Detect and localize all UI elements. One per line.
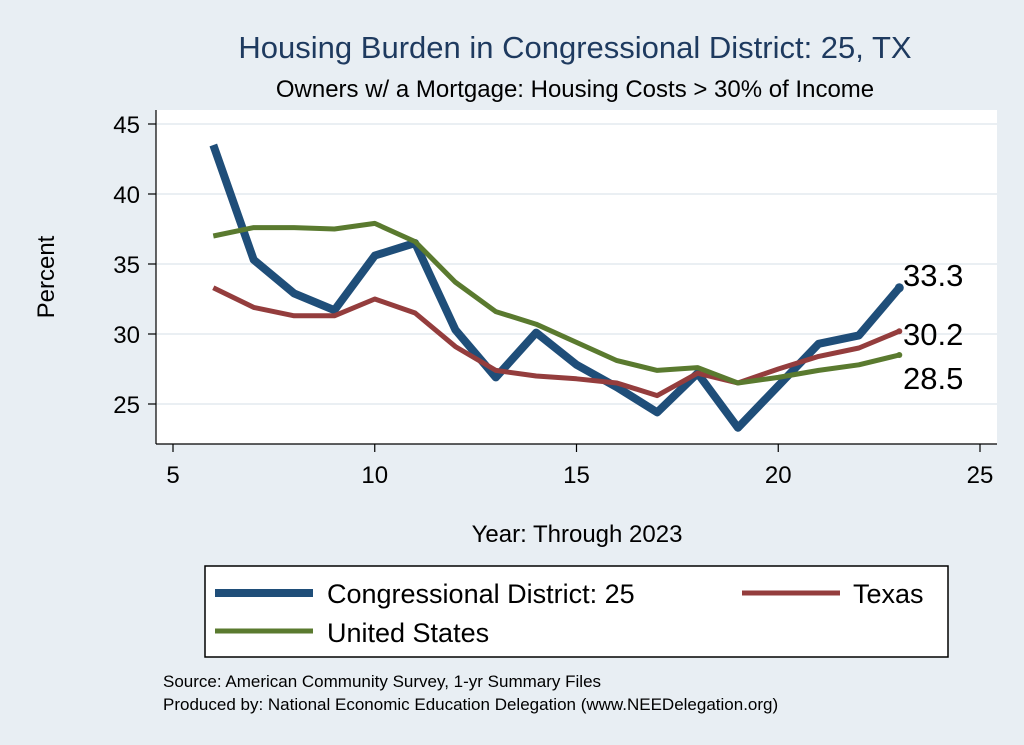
end-value-label: 30.2 — [903, 317, 963, 352]
legend-label-texas: Texas — [853, 579, 924, 609]
series-end-point — [896, 328, 903, 335]
series-lines — [209, 143, 904, 432]
series-line-united-states — [212, 220, 900, 386]
axes: 25 30 35 40 45 5 10 15 20 25 — [113, 110, 997, 489]
chart-title: Housing Burden in Congressional District… — [238, 30, 911, 65]
y-tick-label: 25 — [113, 392, 140, 419]
end-labels: 33.3 30.2 28.5 — [903, 258, 963, 396]
x-tick-label: 25 — [967, 462, 994, 489]
end-value-label: 28.5 — [903, 361, 963, 396]
series-end-point — [894, 283, 904, 293]
produced-by-note: Produced by: National Economic Education… — [163, 695, 778, 714]
x-tick-label: 10 — [361, 462, 388, 489]
x-axis-title: Year: Through 2023 — [472, 521, 683, 548]
y-tick-label: 40 — [113, 182, 140, 209]
x-tick-label: 20 — [765, 462, 792, 489]
legend: Congressional District: 25 Texas United … — [204, 565, 949, 658]
y-axis-title: Percent — [33, 235, 60, 318]
legend-label-district: Congressional District: 25 — [327, 579, 635, 609]
x-tick-label: 5 — [166, 462, 179, 489]
plot-area — [156, 110, 997, 444]
series-line-texas — [212, 285, 901, 399]
series-end-point — [896, 352, 903, 358]
y-tick-label: 35 — [113, 252, 140, 279]
x-tick-label: 15 — [563, 462, 590, 489]
y-tick-label: 45 — [113, 112, 140, 139]
legend-box — [204, 565, 949, 658]
source-note: Source: American Community Survey, 1-yr … — [163, 672, 601, 691]
end-value-label: 33.3 — [903, 258, 963, 293]
chart-subtitle: Owners w/ a Mortgage: Housing Costs > 30… — [276, 76, 874, 103]
y-tick-label: 30 — [113, 322, 140, 349]
legend-label-us: United States — [327, 618, 489, 648]
series-line-congressional-district-25 — [209, 143, 903, 432]
